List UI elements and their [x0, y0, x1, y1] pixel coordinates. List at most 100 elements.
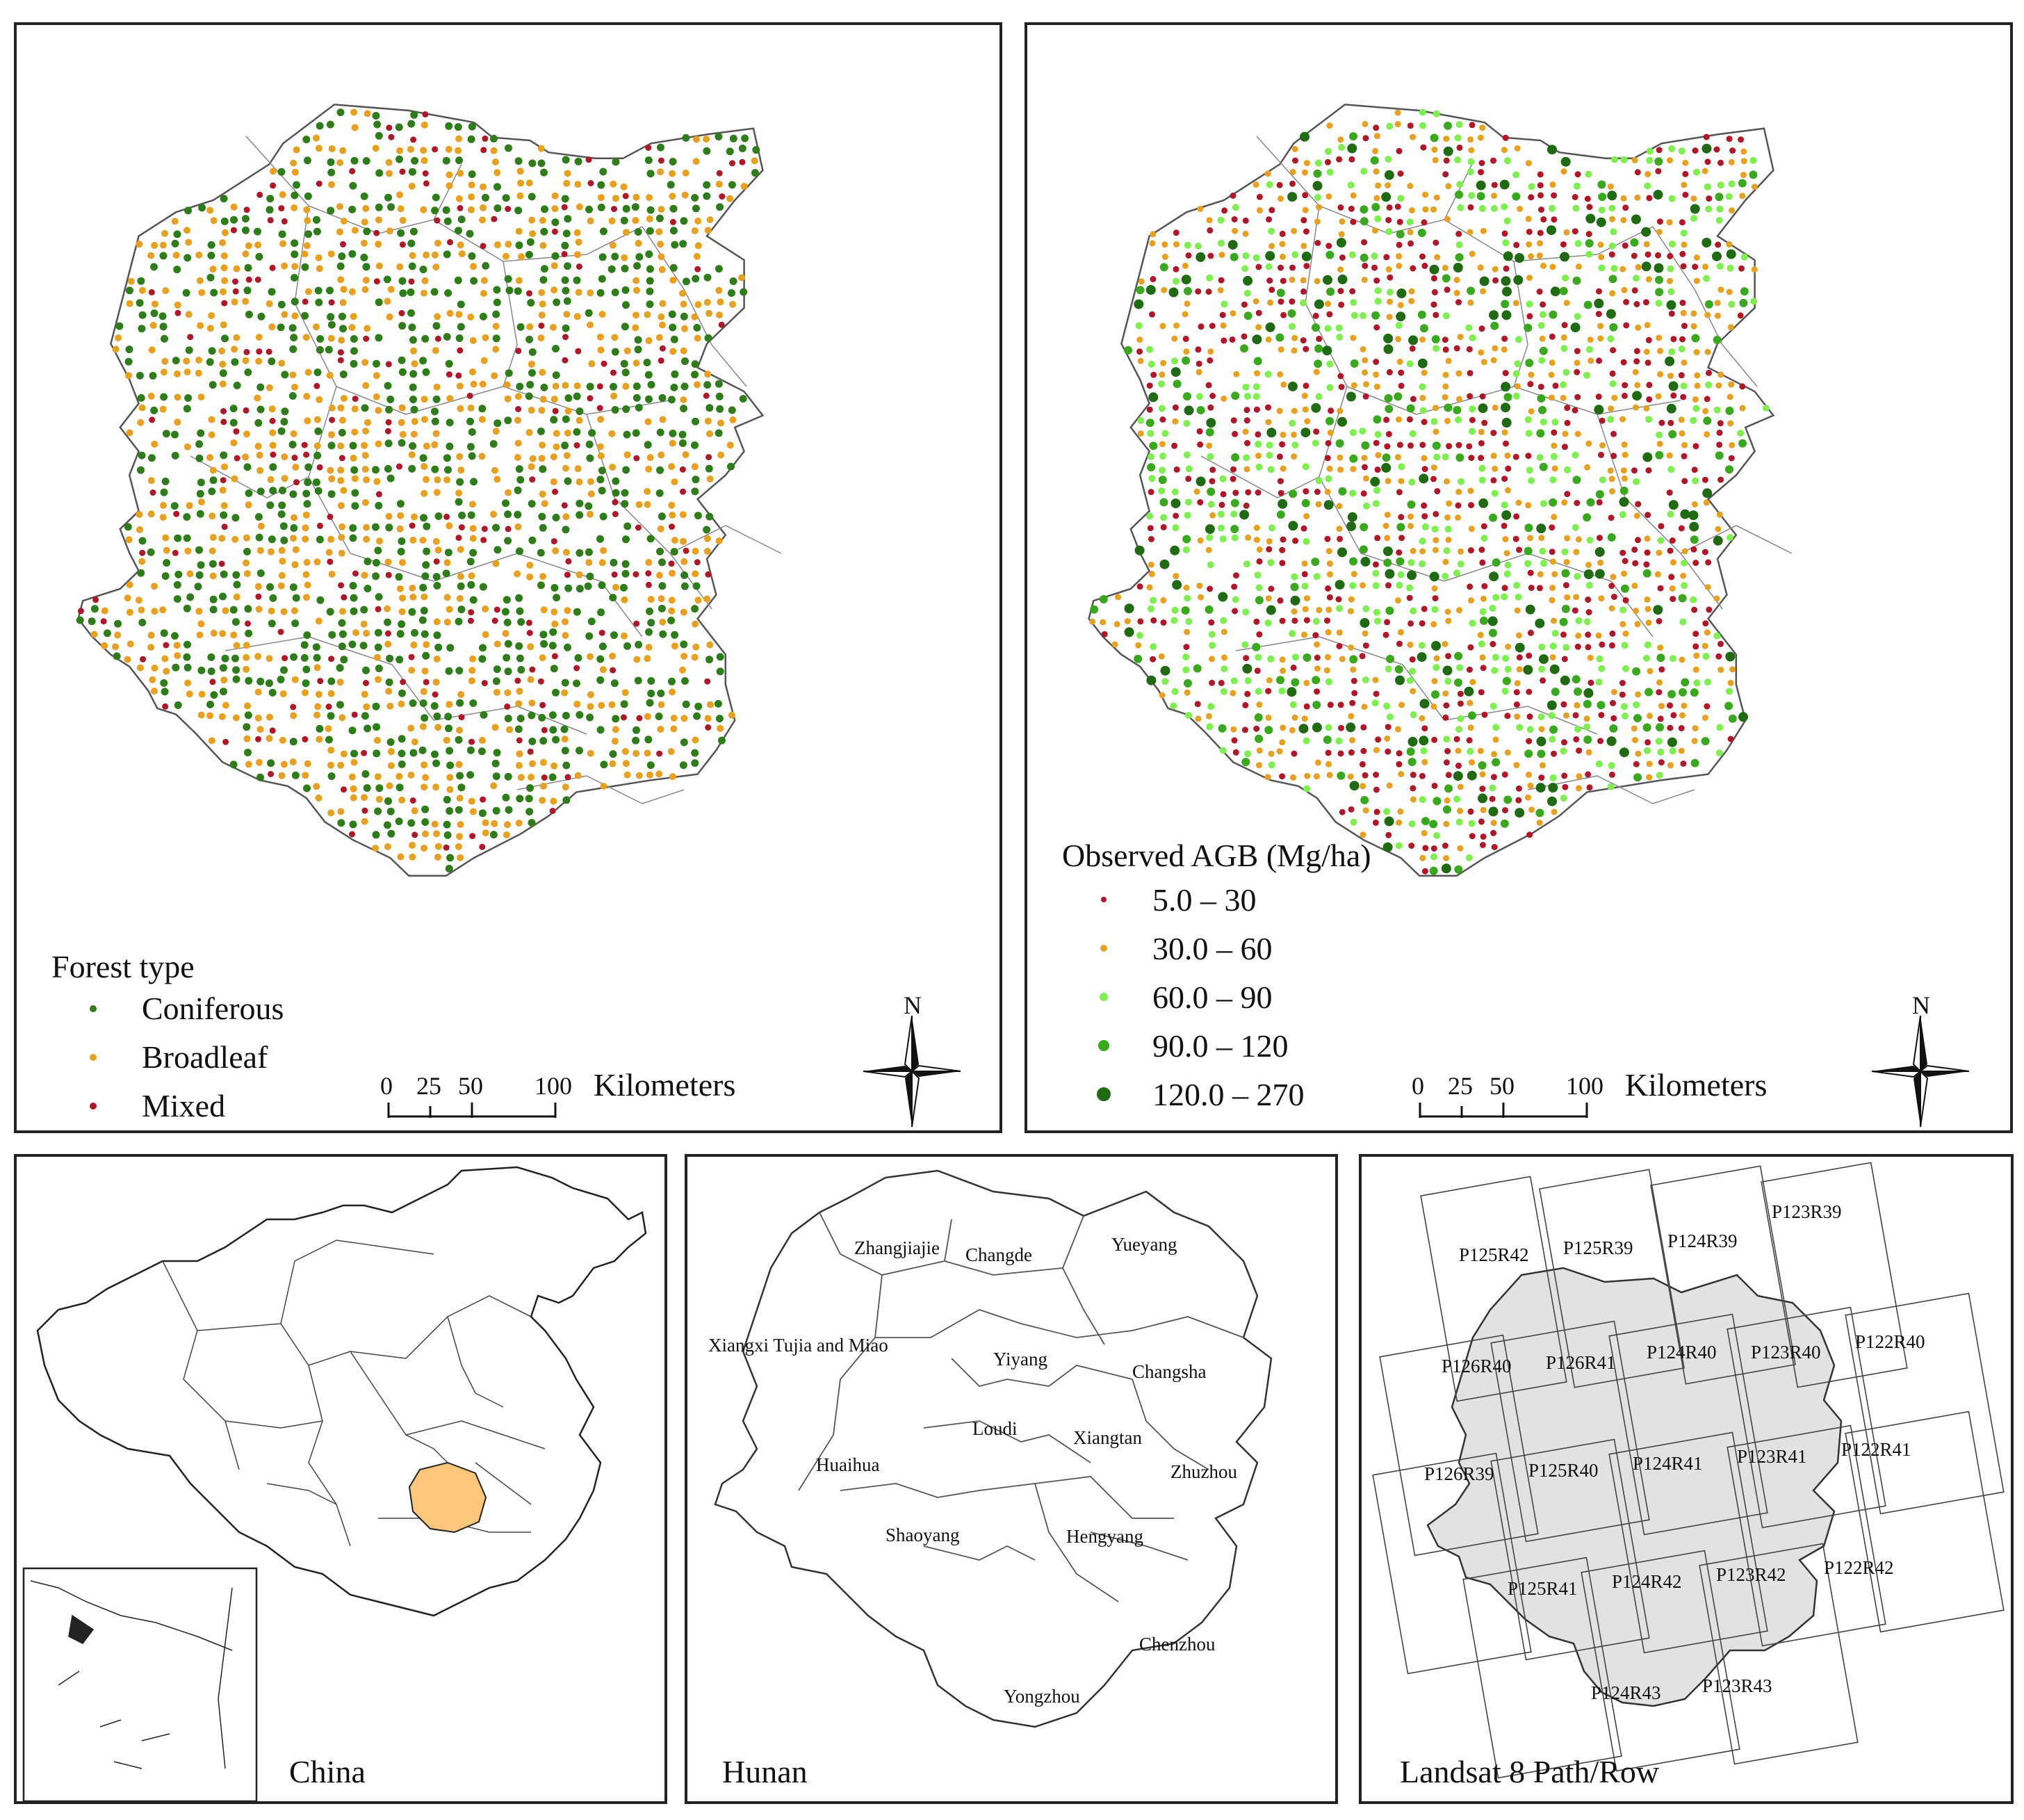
plot-point	[340, 656, 348, 664]
plot-point	[1346, 391, 1356, 402]
plot-point	[541, 205, 548, 213]
plot-point	[1338, 384, 1345, 391]
plot-point	[1594, 405, 1604, 415]
plot-point	[1633, 301, 1640, 307]
plot-point	[1184, 241, 1191, 249]
plot-point	[1277, 597, 1284, 604]
plot-point	[633, 620, 640, 627]
plot-point	[384, 464, 392, 473]
plot-point	[1442, 453, 1449, 461]
plot-point	[1715, 749, 1723, 756]
plot-point	[243, 570, 251, 578]
plot-point	[1490, 357, 1497, 364]
scale-tick-50: 50	[458, 1072, 483, 1100]
plot-point	[505, 806, 513, 814]
plot-point	[1432, 546, 1439, 553]
plot-point	[1442, 558, 1449, 565]
plot-point	[1490, 477, 1497, 484]
plot-point	[1641, 261, 1651, 272]
plot-point	[137, 393, 145, 402]
plot-point	[198, 690, 206, 698]
plot-point	[1666, 452, 1673, 459]
plot-point	[1245, 534, 1252, 541]
plot-point	[1678, 416, 1685, 423]
plot-point	[1444, 678, 1452, 685]
plot-point	[1631, 252, 1638, 259]
plot-point	[1252, 642, 1261, 651]
plot-point	[1690, 215, 1697, 222]
plot-point	[1396, 263, 1403, 269]
plot-point	[1750, 298, 1758, 305]
plot-point	[573, 428, 581, 436]
plot-point	[1704, 679, 1711, 686]
plot-point	[682, 169, 689, 177]
plot-point	[1256, 631, 1263, 638]
plot-point	[1291, 251, 1299, 259]
plot-point	[1526, 275, 1533, 282]
plot-point	[1492, 266, 1499, 273]
plot-point	[646, 535, 655, 543]
plot-point	[1289, 180, 1296, 187]
plot-point	[361, 807, 368, 814]
plot-point	[1206, 274, 1214, 282]
plot-point	[1419, 441, 1426, 448]
plot-point	[549, 323, 557, 331]
plot-point	[1525, 604, 1535, 615]
plot-point	[1363, 381, 1369, 388]
plot-point	[360, 239, 368, 247]
plot-point	[1362, 393, 1369, 400]
plot-point	[1243, 275, 1253, 286]
plot-point	[1725, 193, 1733, 200]
plot-point	[587, 617, 596, 626]
plot-point	[171, 451, 179, 460]
plot-point	[1325, 606, 1332, 613]
plot-point	[1668, 145, 1676, 152]
plot-point	[1489, 571, 1499, 582]
plot-point	[1243, 454, 1250, 462]
plot-point	[245, 676, 253, 685]
plot-point	[1656, 772, 1663, 779]
plot-point	[206, 700, 214, 708]
plot-point	[291, 561, 299, 569]
plot-point	[1232, 596, 1239, 603]
plot-point	[1467, 299, 1474, 306]
plot-point	[1326, 287, 1335, 296]
plot-point	[1394, 203, 1401, 210]
plot-point	[1198, 323, 1205, 330]
plot-point	[1300, 277, 1307, 284]
plot-point	[290, 430, 297, 437]
plot-point	[172, 663, 180, 672]
plot-point	[553, 298, 561, 307]
plot-point	[1303, 346, 1309, 352]
plot-point	[538, 311, 546, 319]
plot-point	[266, 195, 275, 203]
plot-point	[1161, 286, 1168, 293]
plot-point	[1538, 405, 1546, 414]
scale-tick-25: 25	[1448, 1072, 1473, 1100]
plot-point	[1136, 632, 1143, 639]
plot-point	[1583, 569, 1594, 579]
plot-point	[1524, 416, 1532, 423]
plot-point	[375, 491, 382, 498]
plot-point	[244, 605, 252, 613]
plot-point	[1394, 726, 1401, 733]
agb-map-panel: Observed AGB (Mg/ha) 5.0 – 30 30.0 – 60 …	[1025, 22, 2013, 1133]
plot-point	[1633, 275, 1640, 282]
plot-point	[705, 309, 712, 317]
plot-point	[455, 334, 464, 342]
plot-point	[1538, 535, 1545, 542]
plot-point	[667, 617, 676, 624]
plot-point	[1562, 430, 1569, 437]
plot-point	[300, 641, 309, 649]
plot-point	[137, 419, 145, 426]
plot-point	[245, 242, 252, 250]
plot-point	[1301, 571, 1308, 578]
plot-point	[1692, 477, 1699, 485]
plot-point	[728, 406, 736, 414]
plot-point	[304, 463, 313, 471]
plot-point	[1313, 573, 1321, 580]
plot-point	[470, 263, 477, 270]
plot-point	[386, 474, 395, 482]
plot-point	[1256, 558, 1263, 565]
plot-point	[1241, 726, 1248, 733]
